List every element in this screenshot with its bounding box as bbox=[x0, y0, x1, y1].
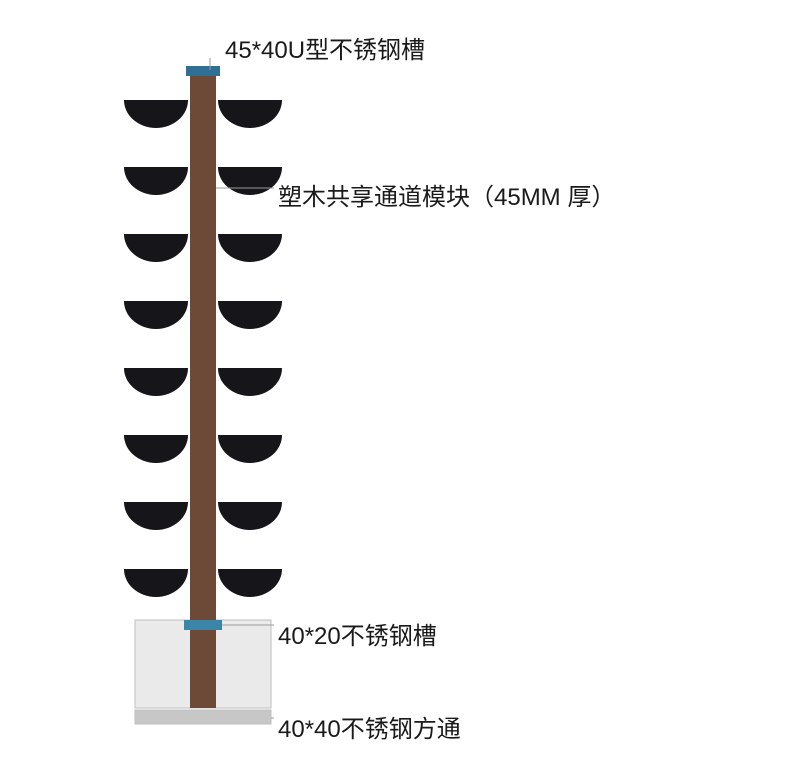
diagram-stage: 45*40U型不锈钢槽 塑木共享通道模块（45MM 厚） 40*20不锈钢槽 4… bbox=[0, 0, 800, 769]
label-slot: 40*20不锈钢槽 bbox=[278, 616, 437, 651]
label-top-cap: 45*40U型不锈钢槽 bbox=[225, 30, 425, 65]
label-tube: 40*40不锈钢方通 bbox=[278, 709, 461, 744]
diagram-svg bbox=[0, 0, 800, 769]
label-post: 塑木共享通道模块（45MM 厚） bbox=[278, 177, 615, 212]
